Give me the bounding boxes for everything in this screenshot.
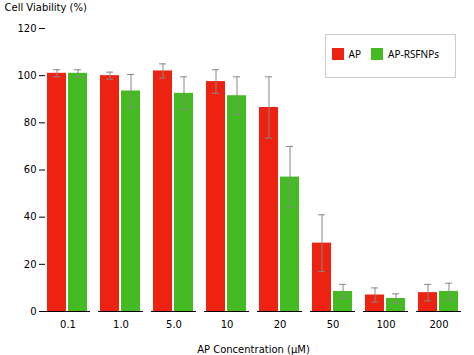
svg-text:10: 10	[221, 319, 234, 330]
svg-text:Cell Viability (%): Cell Viability (%)	[5, 2, 88, 13]
html-text:AP-RSFNPs: AP-RSFNPs	[388, 46, 439, 61]
svg-text:20: 20	[24, 259, 37, 270]
svg-text:0: 0	[30, 306, 36, 317]
svg-text:50: 50	[327, 319, 340, 330]
svg-text:0.1: 0.1	[60, 319, 76, 330]
svg-text:100: 100	[17, 70, 36, 81]
svg-text:60: 60	[24, 164, 37, 175]
svg-text:100: 100	[376, 319, 395, 330]
svg-text:AP Concentration (μM): AP Concentration (μM)	[197, 344, 310, 355]
svg-text:40: 40	[24, 211, 37, 222]
svg-text:200: 200	[429, 319, 448, 330]
svg-text:120: 120	[17, 23, 36, 34]
svg-text:1.0: 1.0	[113, 319, 129, 330]
svg-text:20: 20	[274, 319, 287, 330]
svg-text:5.0: 5.0	[166, 319, 182, 330]
svg-text:80: 80	[24, 117, 37, 128]
html-text:AP: AP	[348, 46, 361, 61]
